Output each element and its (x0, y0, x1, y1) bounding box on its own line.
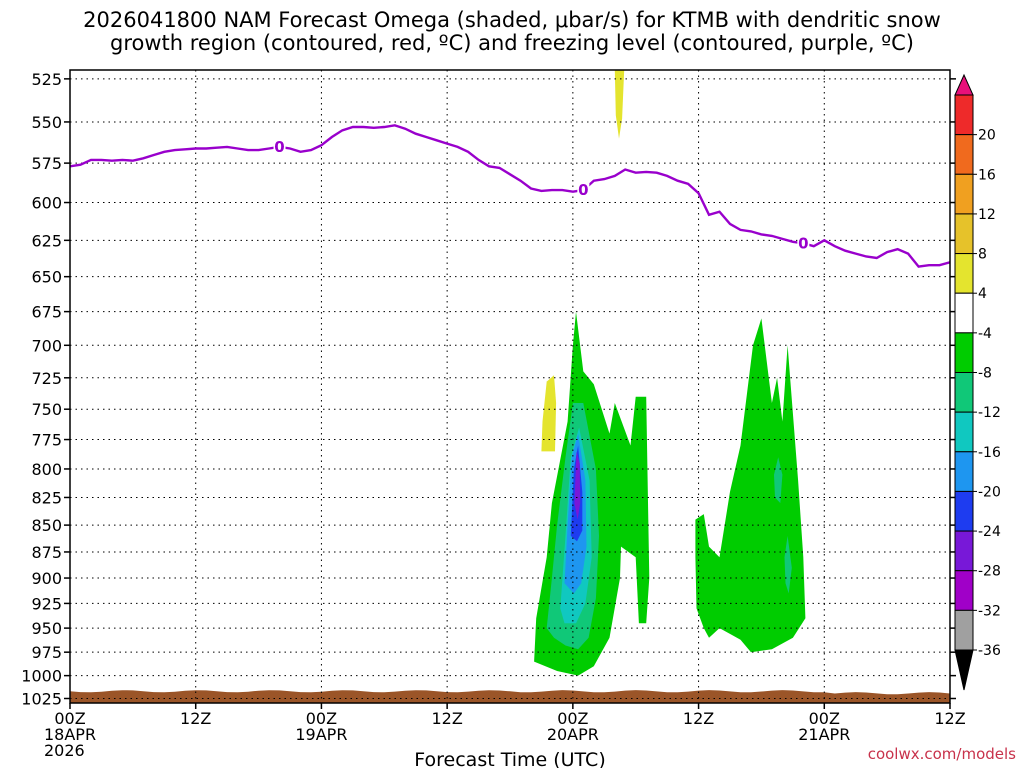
colorbar-min-arrow (954, 649, 974, 691)
contour-label-bg (797, 234, 810, 250)
x-tick-label: 00Z (306, 709, 337, 728)
omega-shading (70, 70, 950, 703)
y-tick-label: 850 (31, 516, 62, 535)
grid-lines (69, 70, 951, 703)
x-tick-label: 2026 (44, 741, 85, 760)
colorbar-label: -4 (978, 326, 992, 342)
y-tick-label: 725 (31, 369, 62, 388)
colorbar-swatch (954, 253, 974, 294)
y-tick-label: 1025 (21, 689, 62, 708)
y-tick-label: 700 (31, 336, 62, 355)
contour-label-bg (273, 137, 286, 153)
y-tick-label: 875 (31, 543, 62, 562)
colorbar-swatch (954, 213, 974, 255)
x-tick-label: 21APR (798, 725, 850, 744)
freezing-level-label: 0 (798, 234, 808, 252)
colorbar-swatch (954, 490, 974, 532)
y-tick-label: 925 (31, 594, 62, 613)
colorbar-swatch (954, 292, 974, 334)
x-tick-label: 00Z (557, 709, 588, 728)
chart-title-line-2: growth region (contoured, red, ºC) and f… (110, 31, 914, 55)
x-tick-label: 19APR (295, 725, 347, 744)
x-tick-label: 00Z (809, 709, 840, 728)
colorbar-label: 16 (978, 167, 996, 183)
y-tick-label: 825 (31, 488, 62, 507)
x-tick-label: 00Z (54, 709, 85, 728)
colorbar-swatch (954, 411, 974, 453)
y-tick-label: 525 (31, 70, 62, 89)
x-tick-label: 12Z (934, 709, 965, 728)
colorbar-swatch (954, 530, 974, 572)
colorbar-label: -16 (978, 445, 1001, 461)
omega-region-yellow-1 (541, 375, 557, 452)
x-tick-label: 12Z (431, 709, 462, 728)
y-tick-label: 775 (31, 431, 62, 450)
colorbar-swatch (954, 173, 974, 215)
y-tick-label: 550 (31, 113, 62, 132)
y-tick-label: 975 (31, 643, 62, 662)
colorbar-swatch (954, 372, 974, 413)
surface-terrain (70, 690, 950, 703)
colorbar-label: 20 (978, 128, 996, 144)
omega-region-purple (574, 451, 581, 520)
colorbar-label: -24 (978, 524, 1001, 540)
colorbar: 20 16 12 8 4 -4 -8 -12 -16 -20 -24 -28 -32 -36 (954, 73, 1001, 691)
colorbar-label: -32 (978, 603, 1001, 619)
colorbar-swatch (954, 94, 974, 136)
y-tick-label: 675 (31, 303, 62, 322)
colorbar-swatch (954, 570, 974, 611)
freezing-level-label: 0 (274, 138, 284, 156)
y-tick-label: 625 (31, 231, 62, 250)
y-tick-label: 800 (31, 460, 62, 479)
colorbar-label: -28 (978, 564, 1001, 580)
colorbar-label: -12 (978, 405, 1001, 421)
y-tick-label: 600 (31, 194, 62, 213)
colorbar-label: -20 (978, 484, 1001, 500)
colorbar-label: 12 (978, 207, 996, 223)
y-tick-label: 650 (31, 268, 62, 287)
colorbar-swatch (954, 134, 974, 175)
x-axis-label: Forecast Time (UTC) (414, 749, 605, 768)
omega-region-green-2 (695, 318, 806, 653)
omega-region-teal-3 (784, 535, 792, 594)
omega-region-yellow-2 (614, 70, 625, 139)
x-tick-label: 20APR (547, 725, 599, 744)
freezing-level-line (70, 124, 950, 268)
colorbar-swatch (954, 451, 974, 492)
y-tick-label: 750 (31, 400, 62, 419)
y-axis: 525 550 575 600 625 650 675 700 725 750 775 800 825 8… (21, 70, 956, 708)
colorbar-label: -8 (978, 366, 992, 382)
y-tick-label: 1000 (21, 667, 62, 686)
colorbar-label: 8 (978, 247, 987, 263)
colorbar-swatch (954, 609, 974, 651)
colorbar-swatch (954, 332, 974, 374)
colorbar-label: -36 (978, 643, 1001, 659)
y-tick-label: 950 (31, 619, 62, 638)
x-tick-label: 18APR (44, 725, 96, 744)
colorbar-label: 4 (978, 286, 987, 302)
freezing-level-contour: 0 0 0 (70, 124, 950, 268)
plot-frame (69, 69, 951, 704)
credit-text: coolwx.com/models (867, 745, 1016, 763)
contour-label-bg (577, 181, 590, 197)
chart-title-line-1: 2026041800 NAM Forecast Omega (shaded, μ… (83, 8, 941, 32)
colorbar-max-arrow (954, 73, 974, 96)
freezing-level-label: 0 (578, 181, 588, 199)
y-tick-label: 900 (31, 569, 62, 588)
x-tick-label: 12Z (180, 709, 211, 728)
y-tick-label: 575 (31, 154, 62, 173)
x-tick-label: 12Z (683, 709, 714, 728)
